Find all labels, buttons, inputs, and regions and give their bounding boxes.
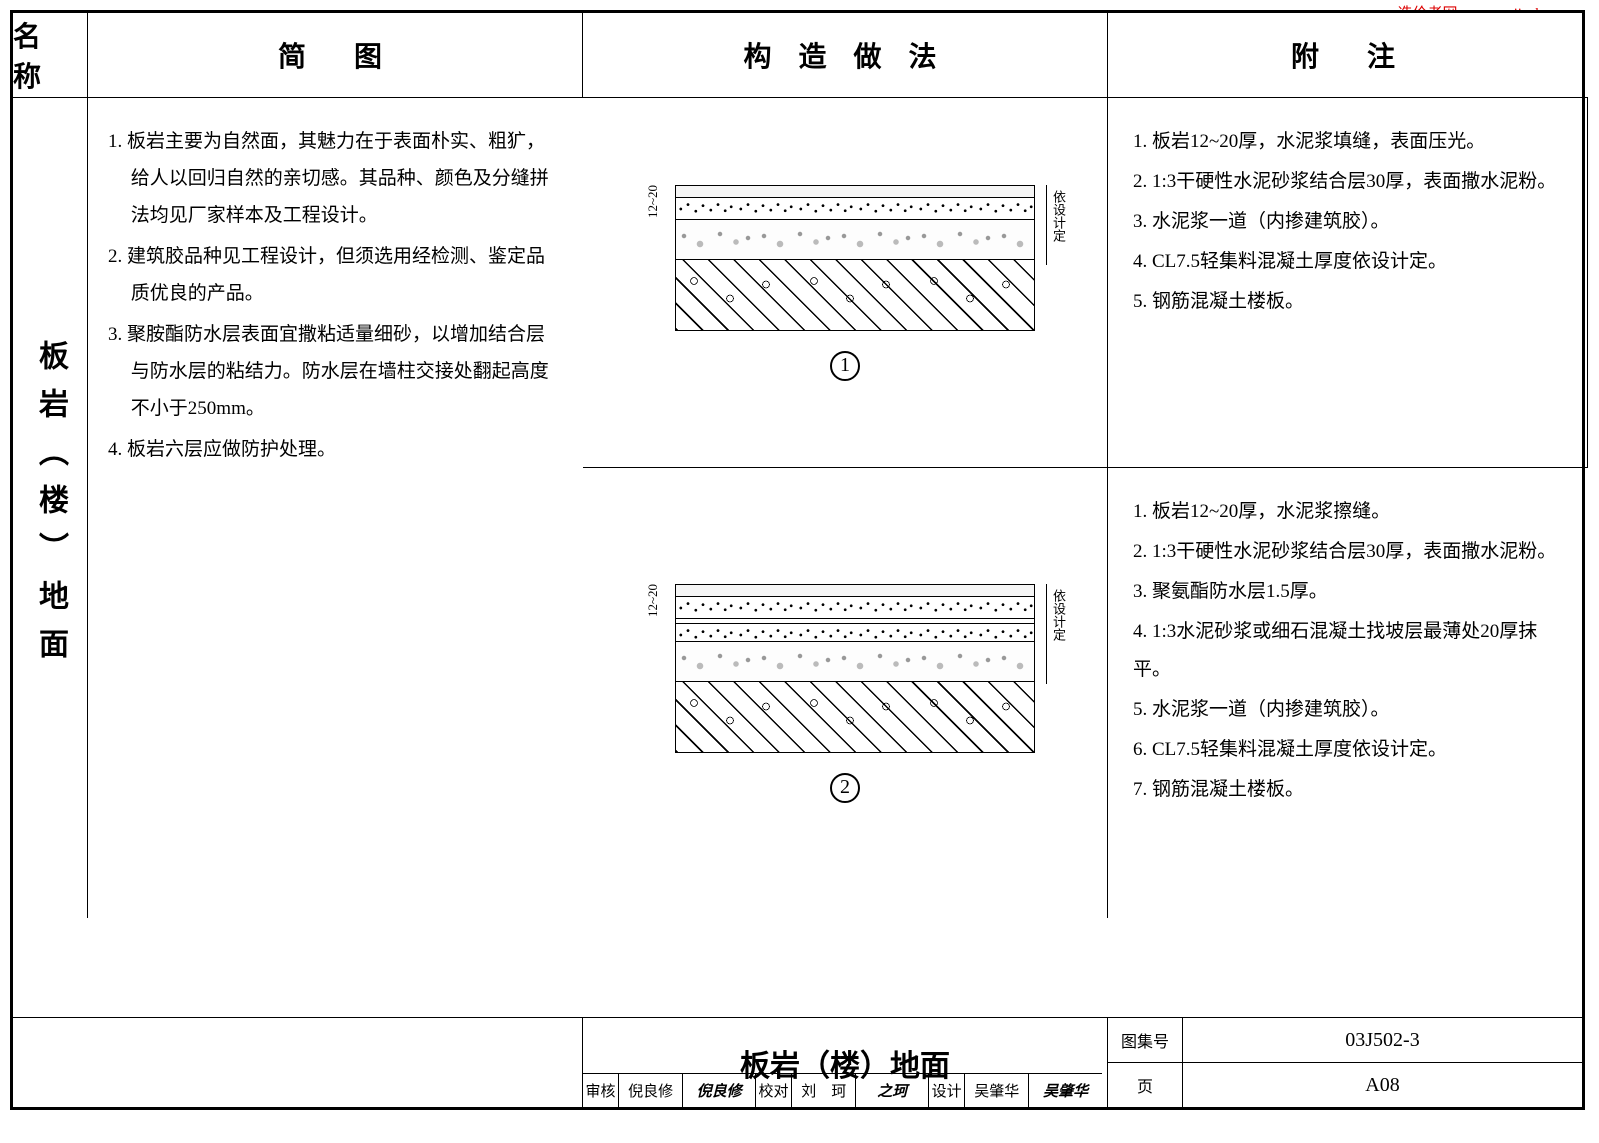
method-1-item: 4. CL7.5轻集料混凝土厚度依设计定。 xyxy=(1133,243,1567,281)
note-item: 4. 板岩六层应做防护处理。 xyxy=(108,431,563,468)
dimension-thickness: 12~20 xyxy=(645,185,661,223)
section-title-vertical: 板岩（楼）地面 xyxy=(13,98,88,918)
method-1-item: 3. 水泥浆一道（内掺建筑胶）。 xyxy=(1133,203,1567,241)
method-1: 1. 板岩12~20厚，水泥浆填缝，表面压光。 2. 1:3干硬性水泥砂浆结合层… xyxy=(1108,98,1588,468)
drawing-sheet: 名称 简 图 构 造 做 法 附 注 板岩（楼）地面 12~20 依设计定 1 … xyxy=(10,10,1585,1110)
header-notes: 附 注 xyxy=(1108,13,1588,98)
review-label: 审核 xyxy=(583,1074,619,1107)
reviewer-signature: 倪良修 xyxy=(683,1074,756,1107)
dimension-design: 依设计定 xyxy=(1046,584,1070,684)
note-item: 2. 建筑胶品种见工程设计，但须选用经检测、鉴定品质优良的产品。 xyxy=(108,238,563,312)
design-label: 设计 xyxy=(929,1074,965,1107)
title-block: 板岩（楼）地面 图集号 03J502-3 页 A08 审核 倪良修 倪良修 校对 xyxy=(13,1017,1582,1107)
method-2-item: 4. 1:3水泥砂浆或细石混凝土找坡层最薄处20厚抹平。 xyxy=(1133,613,1568,689)
header-diagram: 简 图 xyxy=(88,13,583,98)
designer-signature: 吴肇华 xyxy=(1029,1074,1102,1107)
header-name: 名称 xyxy=(13,13,88,98)
code-label: 图集号 xyxy=(1108,1018,1183,1062)
note-item: 1. 板岩主要为自然面，其魅力在于表面朴实、粗犷，给人以回归自然的亲切感。其品种… xyxy=(108,123,563,234)
method-2: 1. 板岩12~20厚，水泥浆擦缝。 2. 1:3干硬性水泥砂浆结合层30厚，表… xyxy=(1108,468,1588,918)
reviewer-name: 倪良修 xyxy=(619,1074,683,1107)
checker-name: 刘 珂 xyxy=(792,1074,856,1107)
method-2-item: 1. 板岩12~20厚，水泥浆擦缝。 xyxy=(1133,493,1568,531)
header-method: 构 造 做 法 xyxy=(583,13,1108,98)
section-layers-2 xyxy=(675,584,1035,753)
code-value: 03J502-3 xyxy=(1183,1018,1582,1062)
dimension-thickness: 12~20 xyxy=(645,584,661,622)
page-label: 页 xyxy=(1108,1063,1183,1107)
section-layers-1 xyxy=(675,185,1035,331)
notes-cell: 1. 板岩主要为自然面，其魅力在于表面朴实、粗犷，给人以回归自然的亲切感。其品种… xyxy=(88,98,583,918)
checker-signature: 之珂 xyxy=(856,1074,929,1107)
dimension-design: 依设计定 xyxy=(1046,185,1070,265)
designer-name: 吴肇华 xyxy=(965,1074,1029,1107)
method-2-item: 7. 钢筋混凝土楼板。 xyxy=(1133,771,1568,809)
diagram-number-1: 1 xyxy=(830,351,860,381)
method-1-item: 1. 板岩12~20厚，水泥浆填缝，表面压光。 xyxy=(1133,123,1567,161)
diagram-2-cell: 12~20 依设计定 2 xyxy=(583,468,1108,918)
note-item: 3. 聚胺酯防水层表面宜撒粘适量细砂，以增加结合层与防水层的粘结力。防水层在墙柱… xyxy=(108,316,563,427)
page-value: A08 xyxy=(1183,1063,1582,1107)
diagram-1-cell: 12~20 依设计定 1 xyxy=(583,98,1108,468)
method-2-item: 5. 水泥浆一道（内掺建筑胶）。 xyxy=(1133,691,1568,729)
method-2-item: 3. 聚氨酯防水层1.5厚。 xyxy=(1133,573,1568,611)
method-1-item: 2. 1:3干硬性水泥砂浆结合层30厚，表面撒水泥粉。 xyxy=(1133,163,1567,201)
method-2-item: 2. 1:3干硬性水泥砂浆结合层30厚，表面撒水泥粉。 xyxy=(1133,533,1568,571)
check-label: 校对 xyxy=(756,1074,792,1107)
diagram-number-2: 2 xyxy=(830,773,860,803)
method-2-item: 6. CL7.5轻集料混凝土厚度依设计定。 xyxy=(1133,731,1568,769)
method-1-item: 5. 钢筋混凝土楼板。 xyxy=(1133,283,1567,321)
